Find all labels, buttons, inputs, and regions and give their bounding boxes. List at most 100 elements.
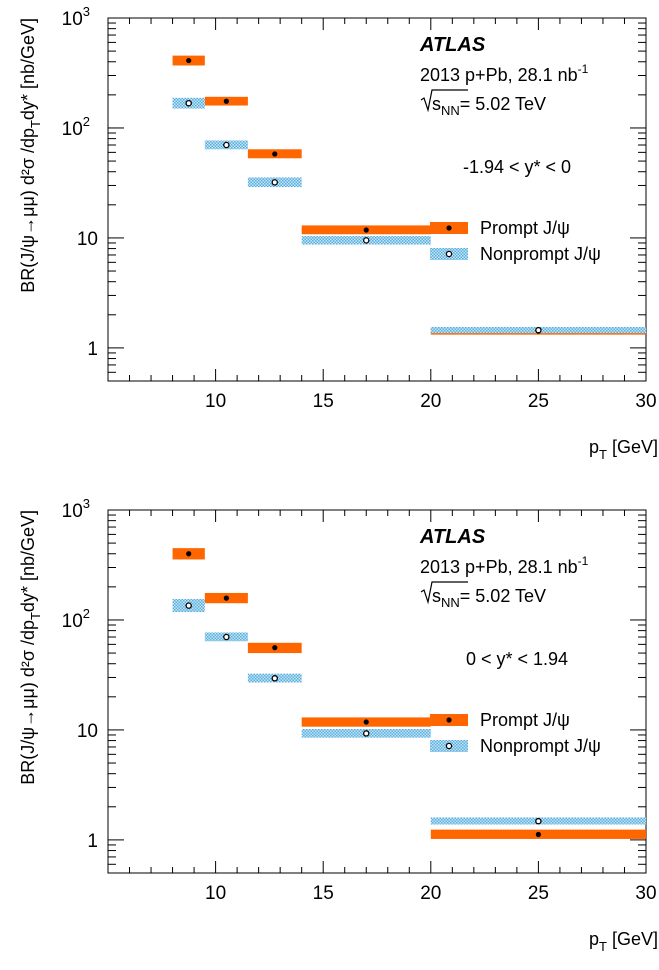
y-tick-label: 103 [62,496,90,522]
x-tick-label: 20 [420,883,441,904]
series-nonprompt [172,97,646,334]
x-tick-label: 15 [313,883,334,904]
x-axis-title-main: p [589,437,599,457]
y-tick-label: 102 [62,606,90,632]
data-point [535,831,542,838]
legend: Prompt J/ψ Nonprompt J/ψ [430,710,601,756]
y-tick-label: 102 [62,114,90,140]
data-point [363,719,369,725]
x-axis-title-post: [GeV] [607,437,658,457]
dataset-label-main: 2013 p+Pb, 28.1 nb [420,65,578,85]
experiment-label: ATLAS [419,34,486,56]
y-axis-title-sub: T [28,612,43,620]
y-tick-exponent: 3 [83,496,90,511]
dataset-label-sup: -1 [578,554,589,568]
series-prompt [172,548,646,839]
data-point [185,99,192,107]
y-tick-base: 10 [62,9,83,30]
data-point [223,633,230,641]
y-tick-label: 1 [87,831,98,852]
sqrt-icon [420,581,468,605]
data-point [185,602,192,609]
legend-label-prompt: Prompt J/ψ [480,710,570,730]
y-tick-base: 10 [62,119,83,140]
data-point [363,227,369,233]
x-tick-label: 25 [528,391,549,412]
x-tick-label: 10 [205,391,226,412]
series-nonprompt [172,599,646,825]
y-tick-base: 10 [77,721,98,742]
legend-marker-nonprompt [445,250,453,258]
energy-label-pre: s [432,586,441,606]
plot-frame [107,17,647,382]
y-tick-label: 1 [87,339,98,360]
y-tick-label: 10 [77,721,98,742]
data-point [272,645,278,651]
y-axis-title-main: BR(J/ψ→μμ) d²σ /dp [18,620,38,785]
experiment-label: ATLAS [419,526,486,548]
x-tick-label: 20 [420,391,441,412]
y-tick-exponent: 2 [83,114,90,129]
data-point [271,675,279,682]
data-point [272,151,278,157]
data-point [362,237,370,244]
sqrt-icon [420,89,468,113]
x-tick-label: 10 [205,883,226,904]
y-tick-label: 103 [62,4,90,30]
x-axis-title-post: [GeV] [607,929,658,949]
y-axis-title-main: BR(J/ψ→μμ) d²σ /dp [18,128,38,293]
x-axis-title-sub: T [599,447,607,462]
x-axis-title: pT [GeV] [589,437,658,462]
y-tick-exponent: 3 [83,4,90,19]
energy-label-post: = 5.02 TeV [460,94,546,114]
legend-marker-prompt [446,717,452,723]
y-tick-exponent: 2 [83,606,90,621]
y-tick-base: 10 [77,229,98,250]
rapidity-label: -1.94 < y* < 0 [463,157,571,177]
x-tick-label: 15 [313,391,334,412]
dataset-label-sup: -1 [578,62,589,76]
energy-label-pre: s [432,94,441,114]
data-point [271,179,279,186]
data-point [186,57,192,64]
x-axis-title-main: p [589,929,599,949]
y-axis-title-post: dy* [nb/GeV] [18,18,38,120]
y-tick-base: 10 [62,611,83,632]
data-point [223,595,229,601]
legend-marker-nonprompt [445,742,453,750]
y-axis-title-post: dy* [nb/GeV] [18,510,38,612]
y-tick-label: 10 [77,229,98,250]
y-tick-base: 1 [87,831,98,852]
y-axis-title: BR(J/ψ→μμ) d²σ /dpTdy* [nb/GeV] [18,510,43,785]
markers-prompt [186,551,542,838]
energy-label: sNN= 5.02 TeV [432,586,546,610]
y-axis-title-sub: T [28,120,43,128]
y-tick-base: 1 [87,339,98,360]
energy-label-post: = 5.02 TeV [460,586,546,606]
x-axis-title-sub: T [599,939,607,954]
data-point [535,817,542,825]
x-tick-label: 30 [635,883,656,904]
legend: Prompt J/ψ Nonprompt J/ψ [430,218,601,264]
data-point [186,551,192,557]
dataset-label: 2013 p+Pb, 28.1 nb-1 [420,62,589,85]
x-axis-title: pT [GeV] [589,929,658,954]
energy-label-sub: NN [441,103,460,118]
markers-nonprompt [185,602,542,825]
energy-label-sub: NN [441,595,460,610]
data-point [362,730,370,737]
series-prompt [172,55,646,335]
rapidity-label: 0 < y* < 1.94 [466,649,568,669]
data-point [223,98,229,104]
legend-label-nonprompt: Nonprompt J/ψ [480,244,601,264]
y-axis-title: BR(J/ψ→μμ) d²σ /dpTdy* [nb/GeV] [18,18,43,293]
dataset-label: 2013 p+Pb, 28.1 nb-1 [420,554,589,577]
legend-marker-prompt [446,225,452,231]
energy-label: sNN= 5.02 TeV [432,94,546,118]
data-point [223,141,230,149]
x-tick-label: 25 [528,883,549,904]
plot-frame [107,509,647,874]
y-tick-base: 10 [62,501,83,522]
